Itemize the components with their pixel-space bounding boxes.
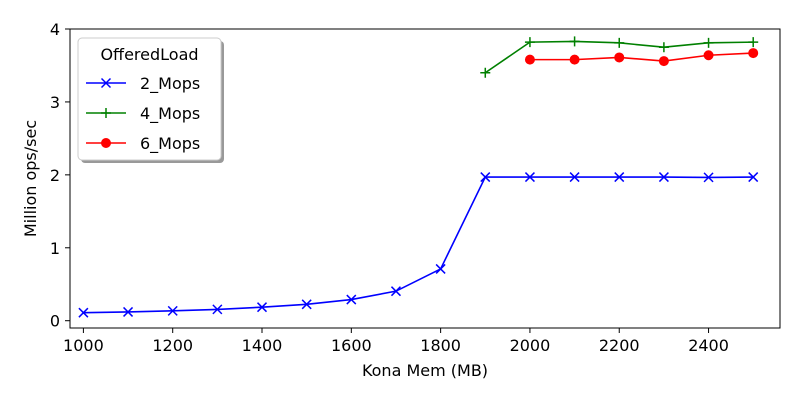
- legend-box: [77, 37, 222, 161]
- data-point: [480, 67, 491, 78]
- marker-stroke: [703, 172, 714, 183]
- data-point: [703, 50, 714, 61]
- y-tick-label: 1: [50, 239, 60, 258]
- marker-stroke: [658, 172, 669, 183]
- marker-stroke: [435, 263, 446, 274]
- legend-entries: 2_Mops 4_Mops 6_Mops: [86, 74, 200, 154]
- legend-label: 6_Mops: [140, 134, 200, 154]
- series-6_Mops: [524, 48, 759, 67]
- data-point: [435, 263, 446, 274]
- data-point: [167, 305, 178, 316]
- legend-marker: [100, 77, 112, 89]
- series-4_Mops: [480, 36, 759, 78]
- legend-entry-4_Mops: 4_Mops: [86, 104, 200, 124]
- marker-stroke: [748, 172, 759, 183]
- marker-stroke: [480, 172, 491, 183]
- y-tick-label: 0: [50, 312, 60, 331]
- data-point: [480, 172, 491, 183]
- legend-entry-2_Mops: 2_Mops: [86, 74, 200, 94]
- marker-stroke: [614, 172, 625, 183]
- marker-stroke: [212, 304, 223, 315]
- data-point: [748, 37, 759, 48]
- x-tick-label: 1600: [331, 336, 372, 355]
- data-point: [569, 36, 580, 47]
- legend-entry-6_Mops: 6_Mops: [86, 134, 200, 154]
- data-point: [301, 299, 312, 310]
- legend-label: 4_Mops: [140, 104, 200, 124]
- series-line: [529, 52, 754, 62]
- data-point: [658, 42, 669, 53]
- data-point: [212, 304, 223, 315]
- series-line: [83, 176, 754, 314]
- y-tick-label: 2: [50, 166, 60, 185]
- y-tick-label: 4: [50, 20, 60, 39]
- x-tick-label: 1200: [152, 336, 193, 355]
- data-point: [524, 172, 535, 183]
- legend-title: OfferedLoad: [100, 45, 198, 64]
- data-point: [703, 172, 714, 183]
- marker-stroke: [390, 286, 402, 297]
- data-point: [524, 37, 535, 48]
- x-tick-label: 1800: [420, 336, 461, 355]
- y-axis-label: Million ops/sec: [21, 120, 40, 237]
- marker-stroke: [346, 294, 357, 305]
- marker-stroke: [301, 299, 312, 310]
- data-point: [703, 37, 714, 48]
- legend: OfferedLoad 2_Mops 4_Mops 6_Mops: [77, 37, 224, 163]
- axes: 1000 1200 1400 1600 1800 2000 2200 2400 0 1 2 3 4: [50, 20, 781, 355]
- data-point: [614, 172, 625, 183]
- marker-stroke: [100, 77, 112, 89]
- data-point: [614, 37, 625, 48]
- data-point: [748, 172, 759, 183]
- marker-stroke: [524, 172, 535, 183]
- data-point: [524, 54, 535, 65]
- data-point: [748, 48, 759, 59]
- data-point: [658, 172, 669, 183]
- data-point: [569, 172, 580, 183]
- data-point: [256, 302, 268, 313]
- legend-marker: [101, 108, 111, 118]
- marker-stroke: [123, 306, 134, 317]
- legend-label: 2_Mops: [140, 74, 200, 94]
- marker-stroke: [78, 307, 89, 318]
- data-point: [614, 52, 625, 63]
- legend-marker: [101, 138, 111, 148]
- data-point: [569, 54, 580, 65]
- x-tick-label: 2400: [688, 336, 729, 355]
- x-tick-label: 2000: [510, 336, 551, 355]
- plot-area: [78, 36, 759, 318]
- data-point: [658, 56, 669, 67]
- marker-stroke: [256, 302, 268, 313]
- marker-stroke: [167, 305, 178, 316]
- data-point: [346, 294, 357, 305]
- x-axis-label: Kona Mem (MB): [362, 361, 488, 380]
- marker-stroke: [569, 172, 580, 183]
- data-point: [390, 286, 402, 297]
- x-tick-label: 2200: [599, 336, 640, 355]
- x-tick-label: 1000: [63, 336, 104, 355]
- x-tick-label: 1400: [242, 336, 283, 355]
- data-point: [123, 306, 134, 317]
- series-2_Mops: [78, 172, 759, 318]
- axes-frame: [69, 28, 781, 329]
- data-point: [78, 307, 89, 318]
- y-tick-label: 3: [50, 93, 60, 112]
